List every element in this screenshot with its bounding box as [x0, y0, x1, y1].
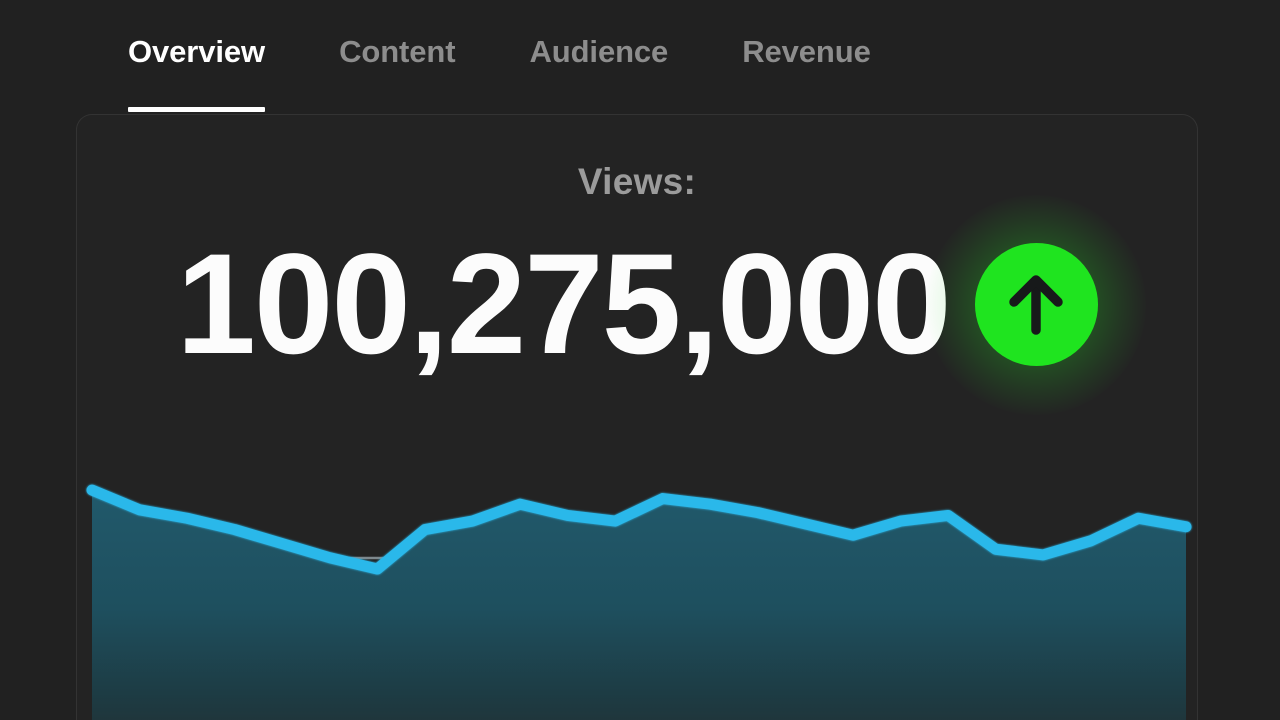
arrow-up-icon	[1009, 274, 1063, 335]
metric-header: Views: 100,275,000	[77, 115, 1197, 435]
tab-bar: Overview Content Audience Revenue	[0, 0, 1280, 114]
tab-content[interactable]: Content	[339, 0, 455, 114]
metric-value-row: 100,275,000	[77, 194, 1197, 415]
tab-overview[interactable]: Overview	[128, 0, 265, 114]
trend-badge	[926, 194, 1147, 415]
metric-value: 100,275,000	[176, 225, 951, 384]
tab-revenue-label: Revenue	[742, 34, 871, 69]
chart-svg	[86, 484, 1192, 720]
active-tab-underline	[128, 107, 266, 112]
tab-audience-label: Audience	[529, 34, 669, 69]
trend-up-badge	[974, 243, 1098, 366]
views-metric-card: Views: 100,275,000	[76, 114, 1198, 720]
tab-revenue[interactable]: Revenue	[742, 0, 871, 114]
tab-overview-label: Overview	[128, 34, 266, 69]
chart-line	[86, 484, 1192, 575]
chart-area-fill	[92, 490, 1186, 720]
metric-label: Views:	[577, 161, 697, 202]
views-area-chart[interactable]	[77, 435, 1197, 720]
tab-content-label: Content	[339, 34, 456, 69]
tab-audience[interactable]: Audience	[529, 0, 668, 114]
